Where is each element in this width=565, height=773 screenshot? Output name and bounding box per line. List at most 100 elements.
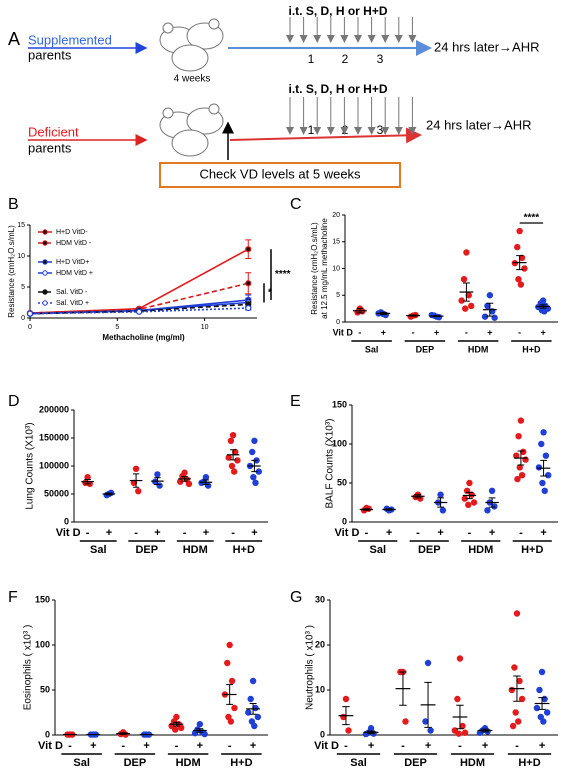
legend-label: Sal. VitD - [56, 289, 88, 296]
data-point [461, 729, 469, 736]
data-point [509, 722, 517, 730]
vitd-sign: + [487, 327, 492, 337]
data-point [462, 305, 469, 312]
data-point [465, 292, 473, 299]
vitd-sign: + [197, 740, 203, 752]
data-point [428, 311, 435, 319]
data-point [455, 730, 462, 737]
data-point [252, 704, 259, 712]
vitd-sign: + [540, 527, 546, 539]
data-point [422, 718, 429, 725]
vitd-sign: - [465, 327, 468, 337]
vitd-sign: - [518, 327, 521, 337]
data-point [245, 304, 252, 312]
group-label: Sal [90, 544, 107, 556]
group-label: Sal [369, 544, 386, 556]
sem-bar [488, 497, 496, 508]
vitd-sign: + [154, 527, 160, 539]
vitd-sign: - [86, 527, 90, 539]
data-point [230, 468, 238, 475]
sem-bar [181, 476, 188, 482]
panel-label: E [290, 393, 301, 410]
day-label: 1 [308, 123, 315, 137]
sem-bar [249, 703, 257, 715]
data-point [516, 227, 523, 235]
sem-bar [202, 479, 210, 485]
data-point [470, 499, 478, 506]
data-point [454, 695, 461, 703]
legend-label: H+D VitD- [56, 229, 88, 236]
sem-bar [172, 721, 180, 727]
data-point [135, 488, 142, 495]
group-label: HDM [468, 544, 493, 556]
day-label: 2 [342, 123, 349, 137]
data-point [136, 308, 143, 315]
legend-label: HDM VitD + [56, 270, 93, 277]
data-point [486, 292, 494, 299]
legend-marker [42, 259, 48, 265]
data-point [132, 465, 140, 472]
y-tick-label: 15 [332, 239, 340, 246]
data-point [518, 472, 526, 479]
data-point [518, 254, 526, 261]
sem-bar [119, 732, 127, 735]
data-point [511, 664, 518, 671]
y-tick-label: 20 [315, 639, 325, 649]
legend-marker [42, 229, 48, 235]
group-label: parents [28, 140, 72, 155]
data-point [402, 718, 409, 725]
y-tick-label: 150 [332, 399, 347, 409]
data-point [231, 704, 238, 712]
vitd-sign: + [250, 740, 256, 752]
legend-marker [42, 240, 48, 246]
sem-bar [229, 449, 237, 461]
x-tick-label: 5 [115, 324, 119, 331]
data-point [459, 722, 466, 730]
sem-bar [466, 491, 473, 500]
data-point [508, 686, 516, 694]
sem-bar [105, 492, 113, 496]
data-point [224, 659, 231, 667]
data-point [533, 704, 541, 712]
panel-label: A [8, 29, 20, 49]
sem-bar [409, 314, 417, 317]
y-tick-label: 150000 [39, 432, 69, 442]
vitd-sign: - [228, 740, 232, 752]
data-point [232, 448, 239, 456]
data-point [513, 610, 521, 617]
y-tick-label: 100 [332, 438, 347, 448]
data-point [484, 507, 491, 514]
y-tick-label: 50 [337, 477, 347, 487]
data-point [249, 677, 257, 685]
treatment-label: i.t. S, D, H or H+D [288, 82, 387, 96]
data-point [130, 479, 138, 486]
data-point [252, 479, 259, 486]
data-point [461, 495, 468, 502]
y-tick-label: 0 [45, 729, 50, 739]
day-label: 2 [342, 52, 349, 66]
data-point [179, 472, 186, 480]
x-axis-label: Methacholine (mg/ml) [102, 333, 185, 342]
sem-bar [517, 450, 525, 466]
data-point [540, 429, 547, 436]
data-point [515, 433, 522, 440]
vitd-sign: + [90, 740, 96, 752]
vitd-sign: + [106, 527, 112, 539]
group-label: HDM [183, 544, 208, 556]
vitd-sign: - [121, 740, 125, 752]
sem-bar [251, 459, 258, 473]
day-label: 3 [377, 52, 384, 66]
panel-label: G [290, 589, 302, 606]
y-axis-label: Neutrophils ( x10³ ) [305, 625, 316, 710]
y-tick-label: 10 [332, 265, 340, 272]
y-axis-label: BALF Counts (X10³) [325, 418, 336, 508]
sem-bar [462, 282, 470, 302]
data-point [542, 452, 550, 459]
y-tick-label: 50000 [44, 488, 69, 498]
age-label: 4 weeks [174, 74, 211, 85]
vitd-sign: + [386, 527, 392, 539]
data-point [520, 448, 527, 455]
